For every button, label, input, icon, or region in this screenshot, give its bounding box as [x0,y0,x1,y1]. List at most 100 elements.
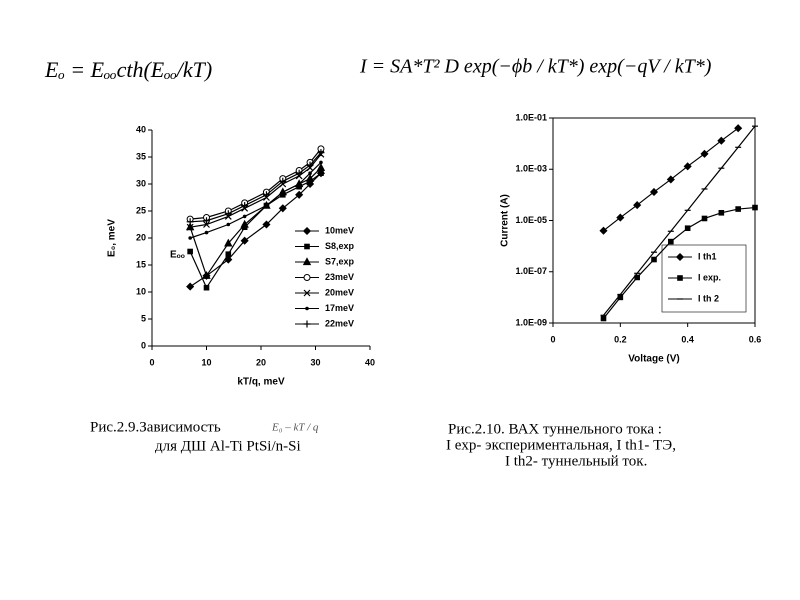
marker [240,236,249,245]
marker [281,190,285,194]
series-line [603,125,756,316]
legend-label: I exp. [698,272,721,282]
marker [617,294,624,301]
y-tick-label: 1.0E-05 [515,215,547,225]
marker [262,220,271,229]
y-axis-label: E₀, meV [107,219,118,257]
y-tick-label: 40 [136,124,146,134]
annotation: Eₒₒ [170,250,185,261]
marker [188,236,192,240]
legend-marker [305,306,309,311]
marker [600,315,607,322]
x-tick-label: 0 [149,357,154,367]
marker [202,271,211,279]
marker [633,201,642,210]
marker [734,124,743,133]
formula-left: Eₒ = Eₒₒcth(Eₒₒ/kT) [44,57,212,82]
marker [701,215,708,222]
marker [306,161,314,169]
legend-marker [675,252,685,262]
marker [240,219,249,228]
y-tick-label: 1.0E-07 [515,266,547,276]
caption-left: Рис.2.9.Зависимость [90,419,221,435]
y-tick-label: 1.0E-09 [515,317,547,327]
marker [187,248,193,255]
legend-marker [304,243,310,250]
marker [203,217,210,225]
x-axis-label: Voltage (V) [628,354,679,365]
x-tick-label: 40 [365,357,375,367]
marker [318,170,324,176]
x-axis-label: kT/q, meV [237,377,285,388]
marker [649,187,659,197]
legend-label: 20meV [325,287,354,297]
x-tick-label: 0.2 [614,334,627,344]
y-tick-label: 20 [136,232,146,242]
marker [186,218,194,226]
marker [295,190,304,199]
legend-label: 23meV [325,272,354,282]
marker [203,221,210,228]
marker [616,213,625,222]
y-tick-label: 1.0E-01 [515,112,547,122]
marker [305,173,315,182]
marker [203,284,210,291]
marker [683,162,692,171]
marker [651,256,657,263]
legend-label: I th 2 [698,293,719,303]
formula-right: I = SA*T² D exp(−ϕb / kT*) exp(−qV / kT*… [359,56,712,78]
marker [295,169,303,177]
marker [308,171,312,175]
marker [297,182,301,186]
marker [634,274,640,281]
marker [225,251,232,257]
y-tick-label: 1.0E-03 [515,164,547,174]
marker [319,160,323,165]
marker [718,209,725,216]
series-line [189,172,322,288]
legend-marker [302,257,312,266]
marker [278,204,287,213]
x-tick-label: 30 [310,357,320,367]
y-tick-label: 0 [141,340,146,350]
legend-label: 10meV [325,225,354,235]
marker [599,226,608,235]
marker [279,177,287,185]
x-tick-label: 0 [550,334,555,344]
y-tick-label: 15 [136,259,146,269]
legend-marker [303,320,311,328]
marker [684,225,691,232]
legend-marker [677,275,683,281]
marker [752,204,758,211]
legend-label: S8,exp [325,241,355,251]
marker [735,206,741,212]
x-tick-label: 20 [256,357,266,367]
x-tick-label: 0.4 [681,334,694,344]
marker [666,175,675,184]
marker [224,210,232,218]
caption-right: I exp- экспериментальная, I th1- ТЭ, [446,437,676,453]
marker [224,238,233,247]
marker [700,149,709,158]
marker [204,230,209,235]
x-tick-label: 0.6 [749,334,762,344]
caption-left: для ДШ Al-Ti PtSi/n-Si [155,438,301,454]
marker [186,223,194,231]
legend-frame [661,244,747,313]
legend-marker [303,274,311,281]
y-axis-label: Current (A) [500,194,511,247]
legend-marker [302,226,312,236]
marker [186,282,195,291]
marker [317,149,325,157]
y-tick-label: 30 [136,178,146,188]
legend-label: I th1 [698,251,717,261]
marker [316,163,326,171]
legend-label: 17meV [325,303,354,313]
legend-label: S7,exp [325,256,355,266]
plot-frame [552,117,756,324]
marker [668,238,674,245]
marker [241,202,249,210]
marker [226,222,231,227]
series-line [603,206,756,319]
